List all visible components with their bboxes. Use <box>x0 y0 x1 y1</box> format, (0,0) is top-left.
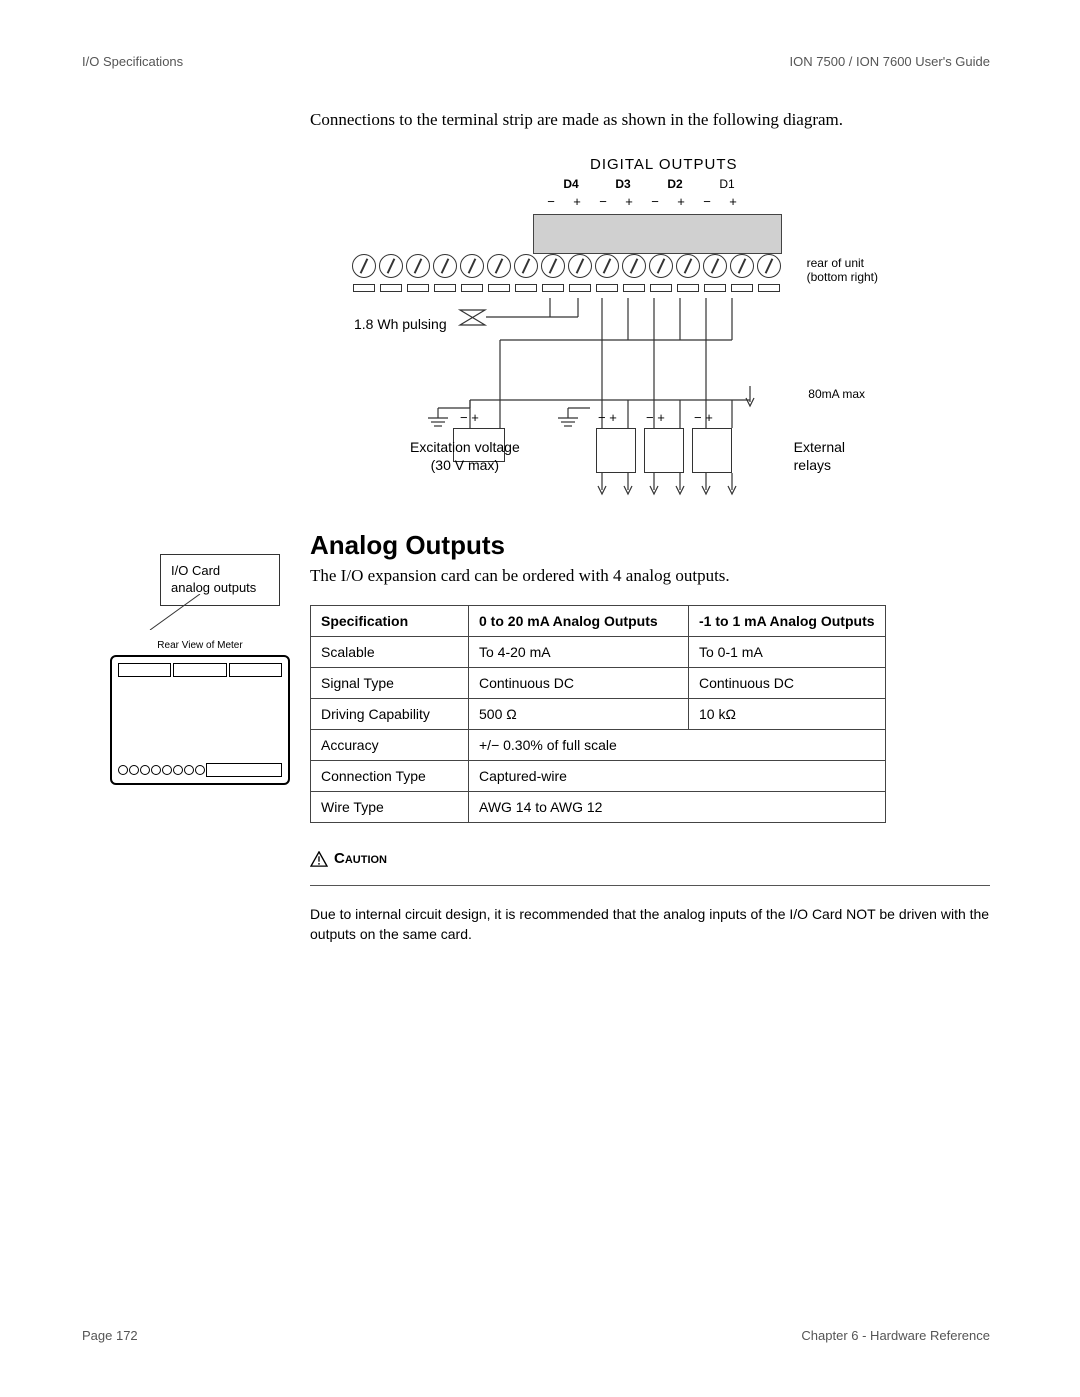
section-text: The I/O expansion card can be ordered wi… <box>310 566 990 586</box>
terminal-slot <box>650 284 672 292</box>
table-cell: 500 Ω <box>469 699 689 730</box>
table-row: Signal TypeContinuous DCContinuous DC <box>311 668 886 699</box>
terminal-screw <box>541 254 565 278</box>
terminal-screw <box>622 254 646 278</box>
rear-label: rear of unit (bottom right) <box>807 256 878 285</box>
output-signs: −+−+−+−+ <box>538 194 746 209</box>
table-cell: Wire Type <box>311 792 469 823</box>
terminal-slot <box>434 284 456 292</box>
rear-meter-label: Rear View of Meter <box>100 640 300 651</box>
sidebar-figure: I/O Card analog outputs Rear View of Met… <box>100 554 300 785</box>
amp-label: 80mA max <box>808 387 865 401</box>
terminal-screw <box>703 254 727 278</box>
header-left: I/O Specifications <box>82 54 183 69</box>
table-cell: Accuracy <box>311 730 469 761</box>
table-cell: Continuous DC <box>689 668 886 699</box>
relay-box <box>596 428 636 473</box>
spec-table: Specification0 to 20 mA Analog Outputs-1… <box>310 605 886 823</box>
terminal-slot <box>515 284 537 292</box>
diagram-title: DIGITAL OUTPUTS <box>590 156 738 173</box>
page-header: I/O Specifications ION 7500 / ION 7600 U… <box>82 54 990 69</box>
terminal-slot <box>569 284 591 292</box>
callout-line <box>100 594 300 630</box>
terminal-slot <box>407 284 429 292</box>
caution-text-wrap: Due to internal circuit design, it is re… <box>310 896 990 945</box>
terminal-slot <box>461 284 483 292</box>
footer-left: Page 172 <box>82 1328 138 1343</box>
terminal-screw <box>352 254 376 278</box>
terminal-screw <box>757 254 781 278</box>
relay-label: External relays <box>794 438 845 474</box>
table-cell: Signal Type <box>311 668 469 699</box>
terminal-screw <box>379 254 403 278</box>
table-cell: Captured-wire <box>469 761 886 792</box>
table-header: 0 to 20 mA Analog Outputs <box>469 606 689 637</box>
header-right: ION 7500 / ION 7600 User's Guide <box>790 54 990 69</box>
output-label: D3 <box>597 177 649 191</box>
intro-text: Connections to the terminal strip are ma… <box>310 108 990 132</box>
terminal-slot <box>731 284 753 292</box>
terminal-screw <box>406 254 430 278</box>
terminal-strip <box>160 214 782 280</box>
caution-text: Due to internal circuit design, it is re… <box>310 904 990 945</box>
table-header: -1 to 1 mA Analog Outputs <box>689 606 886 637</box>
terminal-slot <box>677 284 699 292</box>
table-row: Wire TypeAWG 14 to AWG 12 <box>311 792 886 823</box>
terminal-screw <box>487 254 511 278</box>
table-cell: +/− 0.30% of full scale <box>469 730 886 761</box>
warning-icon <box>310 851 328 867</box>
table-row: ScalableTo 4-20 mATo 0-1 mA <box>311 637 886 668</box>
table-cell: To 4-20 mA <box>469 637 689 668</box>
terminal-screw <box>514 254 538 278</box>
caution-block: Caution <box>310 850 990 867</box>
table-cell: Scalable <box>311 637 469 668</box>
terminal-screw <box>649 254 673 278</box>
terminal-slot <box>704 284 726 292</box>
table-row: Connection TypeCaptured-wire <box>311 761 886 792</box>
terminal-slot <box>542 284 564 292</box>
terminal-screw <box>676 254 700 278</box>
table-row: Accuracy+/− 0.30% of full scale <box>311 730 886 761</box>
excite-signs: − + <box>460 410 479 425</box>
terminal-slot <box>380 284 402 292</box>
terminal-slot <box>596 284 618 292</box>
table-cell: Connection Type <box>311 761 469 792</box>
section-title: Analog Outputs <box>310 530 505 561</box>
output-label: D1 <box>701 177 753 191</box>
caution-heading: Caution <box>310 850 990 867</box>
table-cell: Driving Capability <box>311 699 469 730</box>
terminal-screw <box>460 254 484 278</box>
terminal-slot <box>353 284 375 292</box>
output-label: D2 <box>649 177 701 191</box>
page-footer: Page 172 Chapter 6 - Hardware Reference <box>82 1328 990 1343</box>
caution-label: Caution <box>334 850 387 867</box>
terminal-slot <box>623 284 645 292</box>
footer-right: Chapter 6 - Hardware Reference <box>801 1328 990 1343</box>
terminal-screw <box>595 254 619 278</box>
terminal-screw <box>730 254 754 278</box>
terminal-screw <box>568 254 592 278</box>
caution-rule <box>310 885 990 886</box>
table-cell: AWG 14 to AWG 12 <box>469 792 886 823</box>
terminal-slot <box>758 284 780 292</box>
relay-box <box>644 428 684 473</box>
table-cell: Continuous DC <box>469 668 689 699</box>
pulsing-label: 1.8 Wh pulsing <box>354 316 447 332</box>
table-cell: To 0-1 mA <box>689 637 886 668</box>
table-row: Driving Capability500 Ω10 kΩ <box>311 699 886 730</box>
excitation-label: Excitation voltage (30 V max) <box>410 438 520 474</box>
meter-diagram <box>110 655 290 785</box>
output-label: D4 <box>545 177 597 191</box>
table-header: Specification <box>311 606 469 637</box>
output-labels: D4D3D2D1 <box>545 177 753 191</box>
table-cell: 10 kΩ <box>689 699 886 730</box>
terminal-screw <box>433 254 457 278</box>
relay-box <box>692 428 732 473</box>
terminal-diagram: DIGITAL OUTPUTS D4D3D2D1 −+−+−+−+ rear o… <box>310 150 960 520</box>
terminal-slot <box>488 284 510 292</box>
